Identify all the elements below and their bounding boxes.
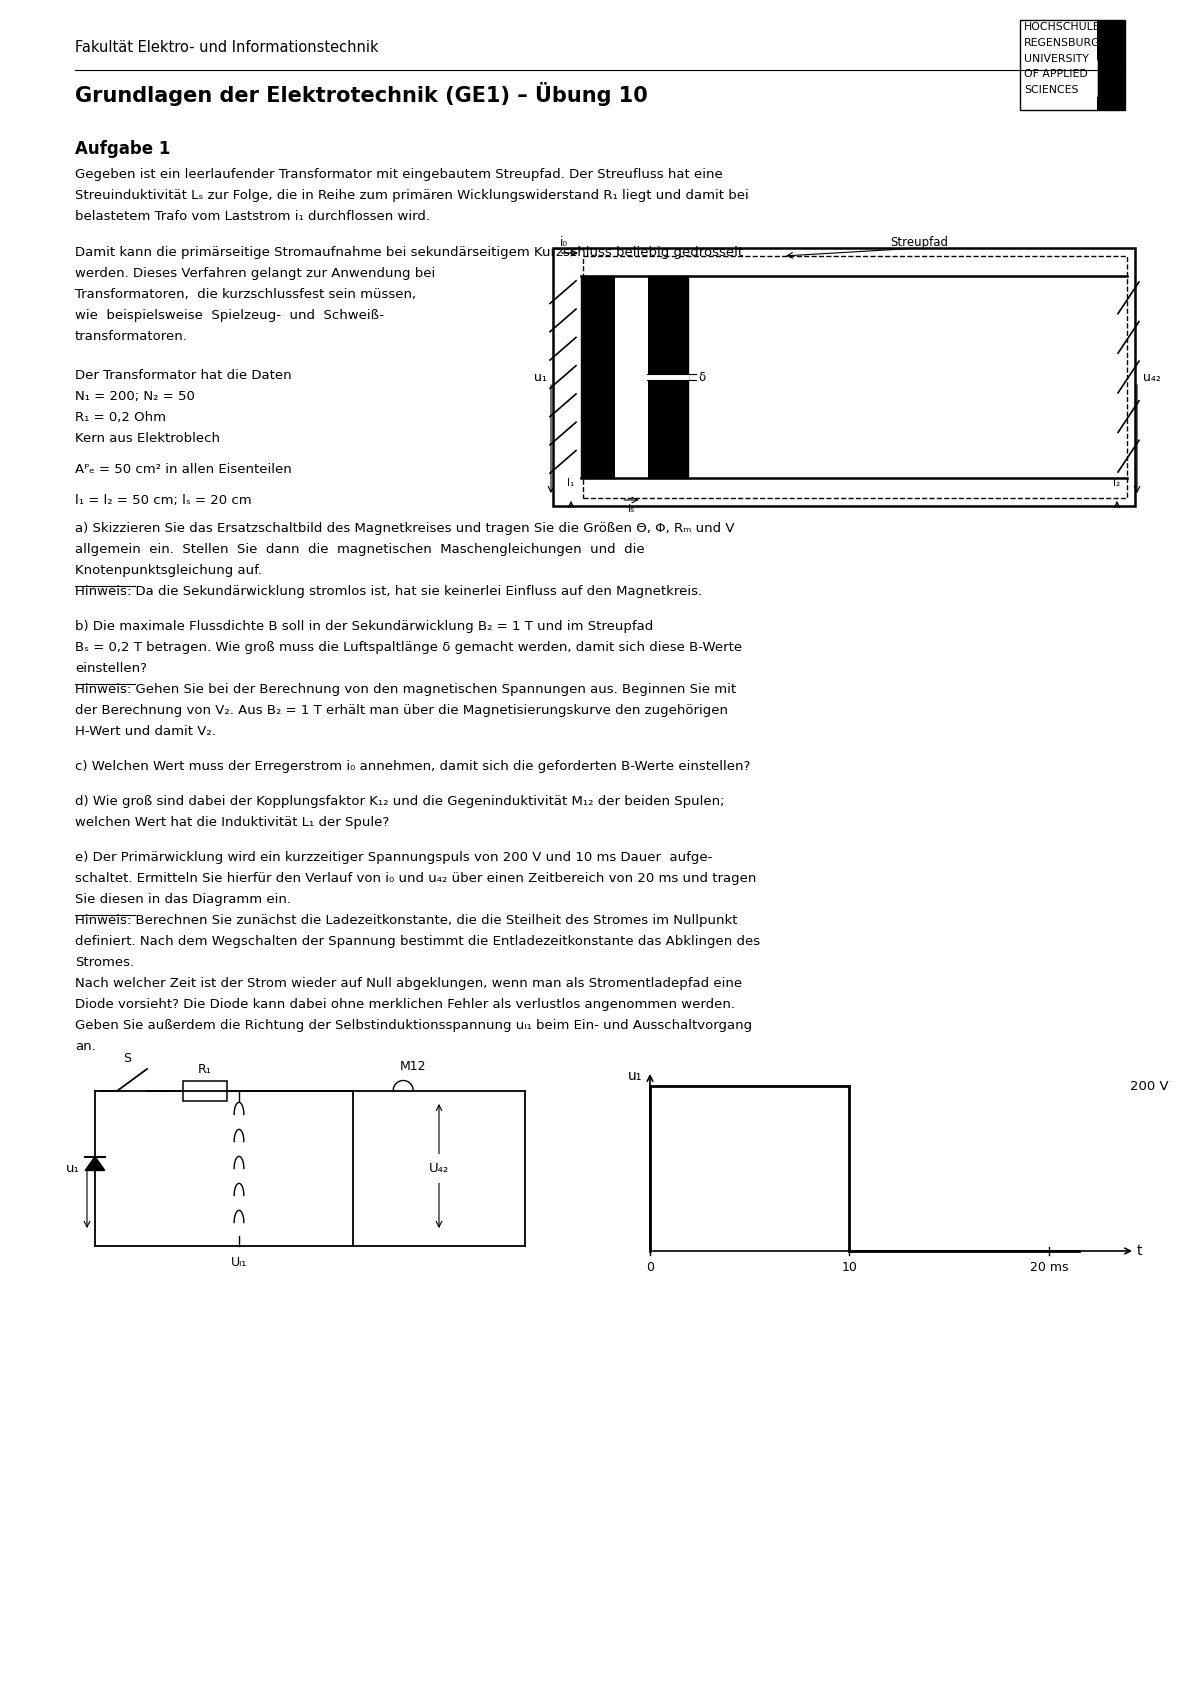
- Text: SCIENCES: SCIENCES: [1024, 85, 1079, 95]
- Text: Diode vorsieht? Die Diode kann dabei ohne merklichen Fehler als verlustlos angen: Diode vorsieht? Die Diode kann dabei ohn…: [74, 998, 734, 1010]
- Text: allgemein  ein.  Stellen  Sie  dann  die  magnetischen  Maschengleichungen  und : allgemein ein. Stellen Sie dann die magn…: [74, 543, 644, 555]
- Text: Streuinduktivität Lₛ zur Folge, die in Reihe zum primären Wicklungswiderstand R₁: Streuinduktivität Lₛ zur Folge, die in R…: [74, 188, 749, 202]
- Text: l₁ = l₂ = 50 cm; lₛ = 20 cm: l₁ = l₂ = 50 cm; lₛ = 20 cm: [74, 494, 252, 508]
- Text: HOCHSCHULE: HOCHSCHULE: [1024, 22, 1100, 32]
- Polygon shape: [1079, 61, 1097, 97]
- Text: U₄₂: U₄₂: [428, 1161, 449, 1175]
- Text: i₀: i₀: [560, 236, 568, 250]
- Text: Nach welcher Zeit ist der Strom wieder auf Null abgeklungen, wenn man als Strome: Nach welcher Zeit ist der Strom wieder a…: [74, 976, 742, 990]
- Text: Bₛ = 0,2 T betragen. Wie groß muss die Luftspaltlänge δ gemacht werden, damit si: Bₛ = 0,2 T betragen. Wie groß muss die L…: [74, 642, 742, 654]
- Text: Streupfad: Streupfad: [890, 236, 948, 250]
- Text: Sie diesen in das Diagramm ein.: Sie diesen in das Diagramm ein.: [74, 893, 292, 907]
- Bar: [553, 248, 1135, 506]
- Text: d) Wie groß sind dabei der Kopplungsfaktor K₁₂ und die Gegeninduktivität M₁₂ der: d) Wie groß sind dabei der Kopplungsfakt…: [74, 795, 725, 808]
- Text: Kern aus Elektroblech: Kern aus Elektroblech: [74, 431, 220, 445]
- Bar: [581, 277, 616, 479]
- Text: R₁: R₁: [198, 1063, 212, 1077]
- Text: Grundlagen der Elektrotechnik (GE1) – Übung 10: Grundlagen der Elektrotechnik (GE1) – Üb…: [74, 82, 648, 105]
- Text: Uₗ₁: Uₗ₁: [230, 1257, 247, 1268]
- Text: wie  beispielsweise  Spielzeug-  und  Schweiß-: wie beispielsweise Spielzeug- und Schwei…: [74, 309, 384, 323]
- Text: e) Der Primärwicklung wird ein kurzzeitiger Spannungspuls von 200 V und 10 ms Da: e) Der Primärwicklung wird ein kurzzeiti…: [74, 851, 713, 864]
- Text: an.: an.: [74, 1039, 96, 1053]
- Bar: [583, 256, 1127, 498]
- Text: UNIVERSITY: UNIVERSITY: [1024, 54, 1088, 63]
- Text: Aᴾₑ = 50 cm² in allen Eisenteilen: Aᴾₑ = 50 cm² in allen Eisenteilen: [74, 464, 292, 475]
- Text: c) Welchen Wert muss der Erregerstrom i₀ annehmen, damit sich die geforderten B-: c) Welchen Wert muss der Erregerstrom i₀…: [74, 761, 750, 773]
- Bar: [1097, 20, 1126, 110]
- Text: Fakultät Elektro- und Informationstechnik: Fakultät Elektro- und Informationstechni…: [74, 41, 379, 54]
- Text: Stromes.: Stromes.: [74, 956, 134, 970]
- Text: t: t: [1138, 1245, 1142, 1258]
- Text: 200 V: 200 V: [1130, 1080, 1169, 1092]
- Text: transformatoren.: transformatoren.: [74, 329, 188, 343]
- Text: welchen Wert hat die Induktivität L₁ der Spule?: welchen Wert hat die Induktivität L₁ der…: [74, 817, 389, 829]
- Bar: [647, 374, 689, 380]
- Text: l₁: l₁: [568, 479, 575, 487]
- Text: l₂: l₂: [1114, 479, 1121, 487]
- Text: M12: M12: [400, 1060, 426, 1073]
- Text: u₁: u₁: [534, 370, 547, 384]
- Text: belastetem Trafo vom Laststrom i₁ durchflossen wird.: belastetem Trafo vom Laststrom i₁ durchf…: [74, 211, 430, 222]
- Text: u₁: u₁: [66, 1161, 80, 1175]
- Polygon shape: [85, 1156, 104, 1170]
- Text: 0: 0: [646, 1262, 654, 1274]
- Text: a) Skizzieren Sie das Ersatzschaltbild des Magnetkreises und tragen Sie die Größ: a) Skizzieren Sie das Ersatzschaltbild d…: [74, 521, 734, 535]
- Text: Transformatoren,  die kurzschlussfest sein müssen,: Transformatoren, die kurzschlussfest sei…: [74, 289, 416, 301]
- Text: Der Transformator hat die Daten: Der Transformator hat die Daten: [74, 368, 292, 382]
- Text: u₁: u₁: [628, 1070, 642, 1083]
- Bar: [648, 277, 688, 479]
- Text: Gegeben ist ein leerlaufender Transformator mit eingebautem Streupfad. Der Streu: Gegeben ist ein leerlaufender Transforma…: [74, 168, 722, 182]
- Text: OF APPLIED: OF APPLIED: [1024, 70, 1087, 80]
- Text: schaltet. Ermitteln Sie hierfür den Verlauf von i₀ und u₄₂ über einen Zeitbereic: schaltet. Ermitteln Sie hierfür den Verl…: [74, 873, 756, 885]
- Text: 20 ms: 20 ms: [1030, 1262, 1068, 1274]
- Text: Hinweis: Gehen Sie bei der Berechnung von den magnetischen Spannungen aus. Begin: Hinweis: Gehen Sie bei der Berechnung vo…: [74, 683, 736, 696]
- Text: Geben Sie außerdem die Richtung der Selbstinduktionsspannung uₗ₁ beim Ein- und A: Geben Sie außerdem die Richtung der Selb…: [74, 1019, 752, 1032]
- Bar: [182, 1082, 227, 1100]
- Bar: [616, 277, 648, 479]
- Text: Damit kann die primärseitige Stromaufnahme bei sekundärseitigem Kurzschluss beli: Damit kann die primärseitige Stromaufnah…: [74, 246, 743, 260]
- Text: Knotenpunktsgleichung auf.: Knotenpunktsgleichung auf.: [74, 564, 262, 577]
- Text: N₁ = 200; N₂ = 50: N₁ = 200; N₂ = 50: [74, 391, 194, 402]
- Text: R₁ = 0,2 Ohm: R₁ = 0,2 Ohm: [74, 411, 166, 424]
- Text: REGENSBURG: REGENSBURG: [1024, 37, 1100, 48]
- Text: N1: N1: [594, 385, 612, 399]
- Text: Iₛ: Iₛ: [628, 504, 635, 514]
- Text: einstellen?: einstellen?: [74, 662, 148, 676]
- Text: H-Wert und damit V₂.: H-Wert und damit V₂.: [74, 725, 216, 739]
- Text: 10: 10: [841, 1262, 858, 1274]
- Text: der Berechnung von V₂. Aus B₂ = 1 T erhält man über die Magnetisierungskurve den: der Berechnung von V₂. Aus B₂ = 1 T erhä…: [74, 705, 728, 717]
- Bar: [616, 277, 648, 479]
- Text: Aufgabe 1: Aufgabe 1: [74, 139, 170, 158]
- Text: δ: δ: [698, 370, 706, 384]
- Text: Hinweis: Berechnen Sie zunächst die Ladezeitkonstante, die die Steilheit des Str: Hinweis: Berechnen Sie zunächst die Lade…: [74, 914, 738, 927]
- Text: definiert. Nach dem Wegschalten der Spannung bestimmt die Entladezeitkonstante d: definiert. Nach dem Wegschalten der Span…: [74, 936, 760, 947]
- Text: werden. Dieses Verfahren gelangt zur Anwendung bei: werden. Dieses Verfahren gelangt zur Anw…: [74, 267, 436, 280]
- Text: Hinweis: Da die Sekundärwicklung stromlos ist, hat sie keinerlei Einfluss auf de: Hinweis: Da die Sekundärwicklung stromlo…: [74, 586, 702, 598]
- Bar: [1020, 20, 1126, 110]
- Text: S: S: [122, 1053, 131, 1065]
- Text: N2: N2: [659, 385, 677, 399]
- Text: b) Die maximale Flussdichte B soll in der Sekundärwicklung B₂ = 1 T und im Streu: b) Die maximale Flussdichte B soll in de…: [74, 620, 653, 633]
- Text: u₄₂: u₄₂: [1142, 370, 1160, 384]
